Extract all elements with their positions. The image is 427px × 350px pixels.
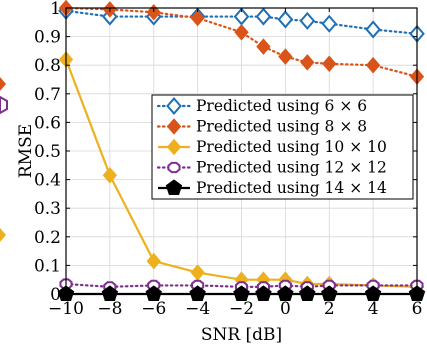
data-point — [278, 48, 293, 65]
data-point — [190, 9, 205, 27]
legend-label: Predicted using 14 × 14 — [196, 179, 387, 197]
data-point — [321, 14, 338, 33]
data-point — [190, 264, 205, 281]
y-tick-label: 0.1 — [34, 256, 61, 276]
legend-label: Predicted using 6 × 6 — [196, 97, 367, 115]
x-tick-label: 6 — [412, 299, 423, 319]
y-tick-label: 0 — [50, 285, 61, 305]
cropped-marker-fragment — [0, 228, 6, 242]
x-tick-label: −6 — [141, 299, 166, 319]
x-tick-label: −10 — [48, 299, 84, 319]
data-point — [299, 11, 316, 30]
x-tick-label: 4 — [368, 299, 379, 319]
cropped-marker-fragment — [0, 95, 8, 115]
legend-entry: Predicted using 8 × 8 — [156, 118, 367, 136]
legend-label: Predicted using 10 × 10 — [196, 138, 387, 156]
data-point — [365, 20, 381, 39]
y-tick-label: 0.6 — [34, 113, 61, 133]
data-point — [256, 38, 271, 55]
legend-marker — [167, 161, 181, 174]
data-point — [322, 55, 337, 73]
legend-marker — [166, 138, 182, 156]
cropped-marker-fragment — [0, 77, 6, 91]
x-tick-label: −2 — [229, 299, 254, 319]
x-tick-label: −4 — [185, 299, 210, 319]
legend-label: Predicted using 12 × 12 — [196, 159, 387, 177]
legend-box — [151, 94, 414, 200]
legend: Predicted using 6 × 6 Predicted using 8 ×… — [151, 94, 414, 200]
y-tick-label: 0.4 — [34, 171, 61, 191]
legend-label: Predicted using 8 × 8 — [196, 118, 367, 136]
y-tick-label: 0.7 — [34, 85, 61, 105]
legend-entry: Predicted using 12 × 12 — [156, 159, 387, 177]
legend-entry: Predicted using 10 × 10 — [158, 138, 387, 156]
cropped-left-fragments — [0, 77, 8, 242]
y-tick-label: 0.3 — [34, 199, 61, 219]
y-tick-label: 1 — [50, 0, 61, 19]
x-axis-label: SNR [dB] — [201, 325, 282, 345]
legend-entry: Predicted using 14 × 14 — [158, 179, 387, 197]
legend-marker — [166, 96, 182, 116]
data-point — [299, 285, 316, 301]
data-point — [277, 10, 294, 29]
data-point — [255, 7, 272, 26]
y-axis-label: RMSE — [16, 124, 36, 178]
y-tick-label: 0.5 — [34, 142, 61, 162]
data-point — [365, 56, 381, 74]
x-tick-label: 2 — [324, 299, 335, 319]
y-tick-label: 0.9 — [34, 28, 61, 48]
legend-entry: Predicted using 6 × 6 — [156, 96, 367, 116]
data-point — [102, 167, 118, 184]
y-tick-label: 0.2 — [34, 228, 61, 248]
y-tick-label: 0.8 — [34, 56, 61, 76]
data-point — [255, 285, 272, 301]
data-point — [146, 252, 161, 270]
x-tick-label: −8 — [97, 299, 122, 319]
legend-marker — [166, 118, 182, 135]
data-point — [234, 24, 249, 41]
axis-ticks: −10 −8 −6 −4 −2 0 2 4 6 0 0.1 0.2 0.3 0.4 0.5 0.6 0.7 0.8… — [34, 0, 422, 319]
x-tick-label: 0 — [280, 299, 291, 319]
legend-marker — [165, 179, 183, 195]
data-point — [300, 54, 315, 71]
